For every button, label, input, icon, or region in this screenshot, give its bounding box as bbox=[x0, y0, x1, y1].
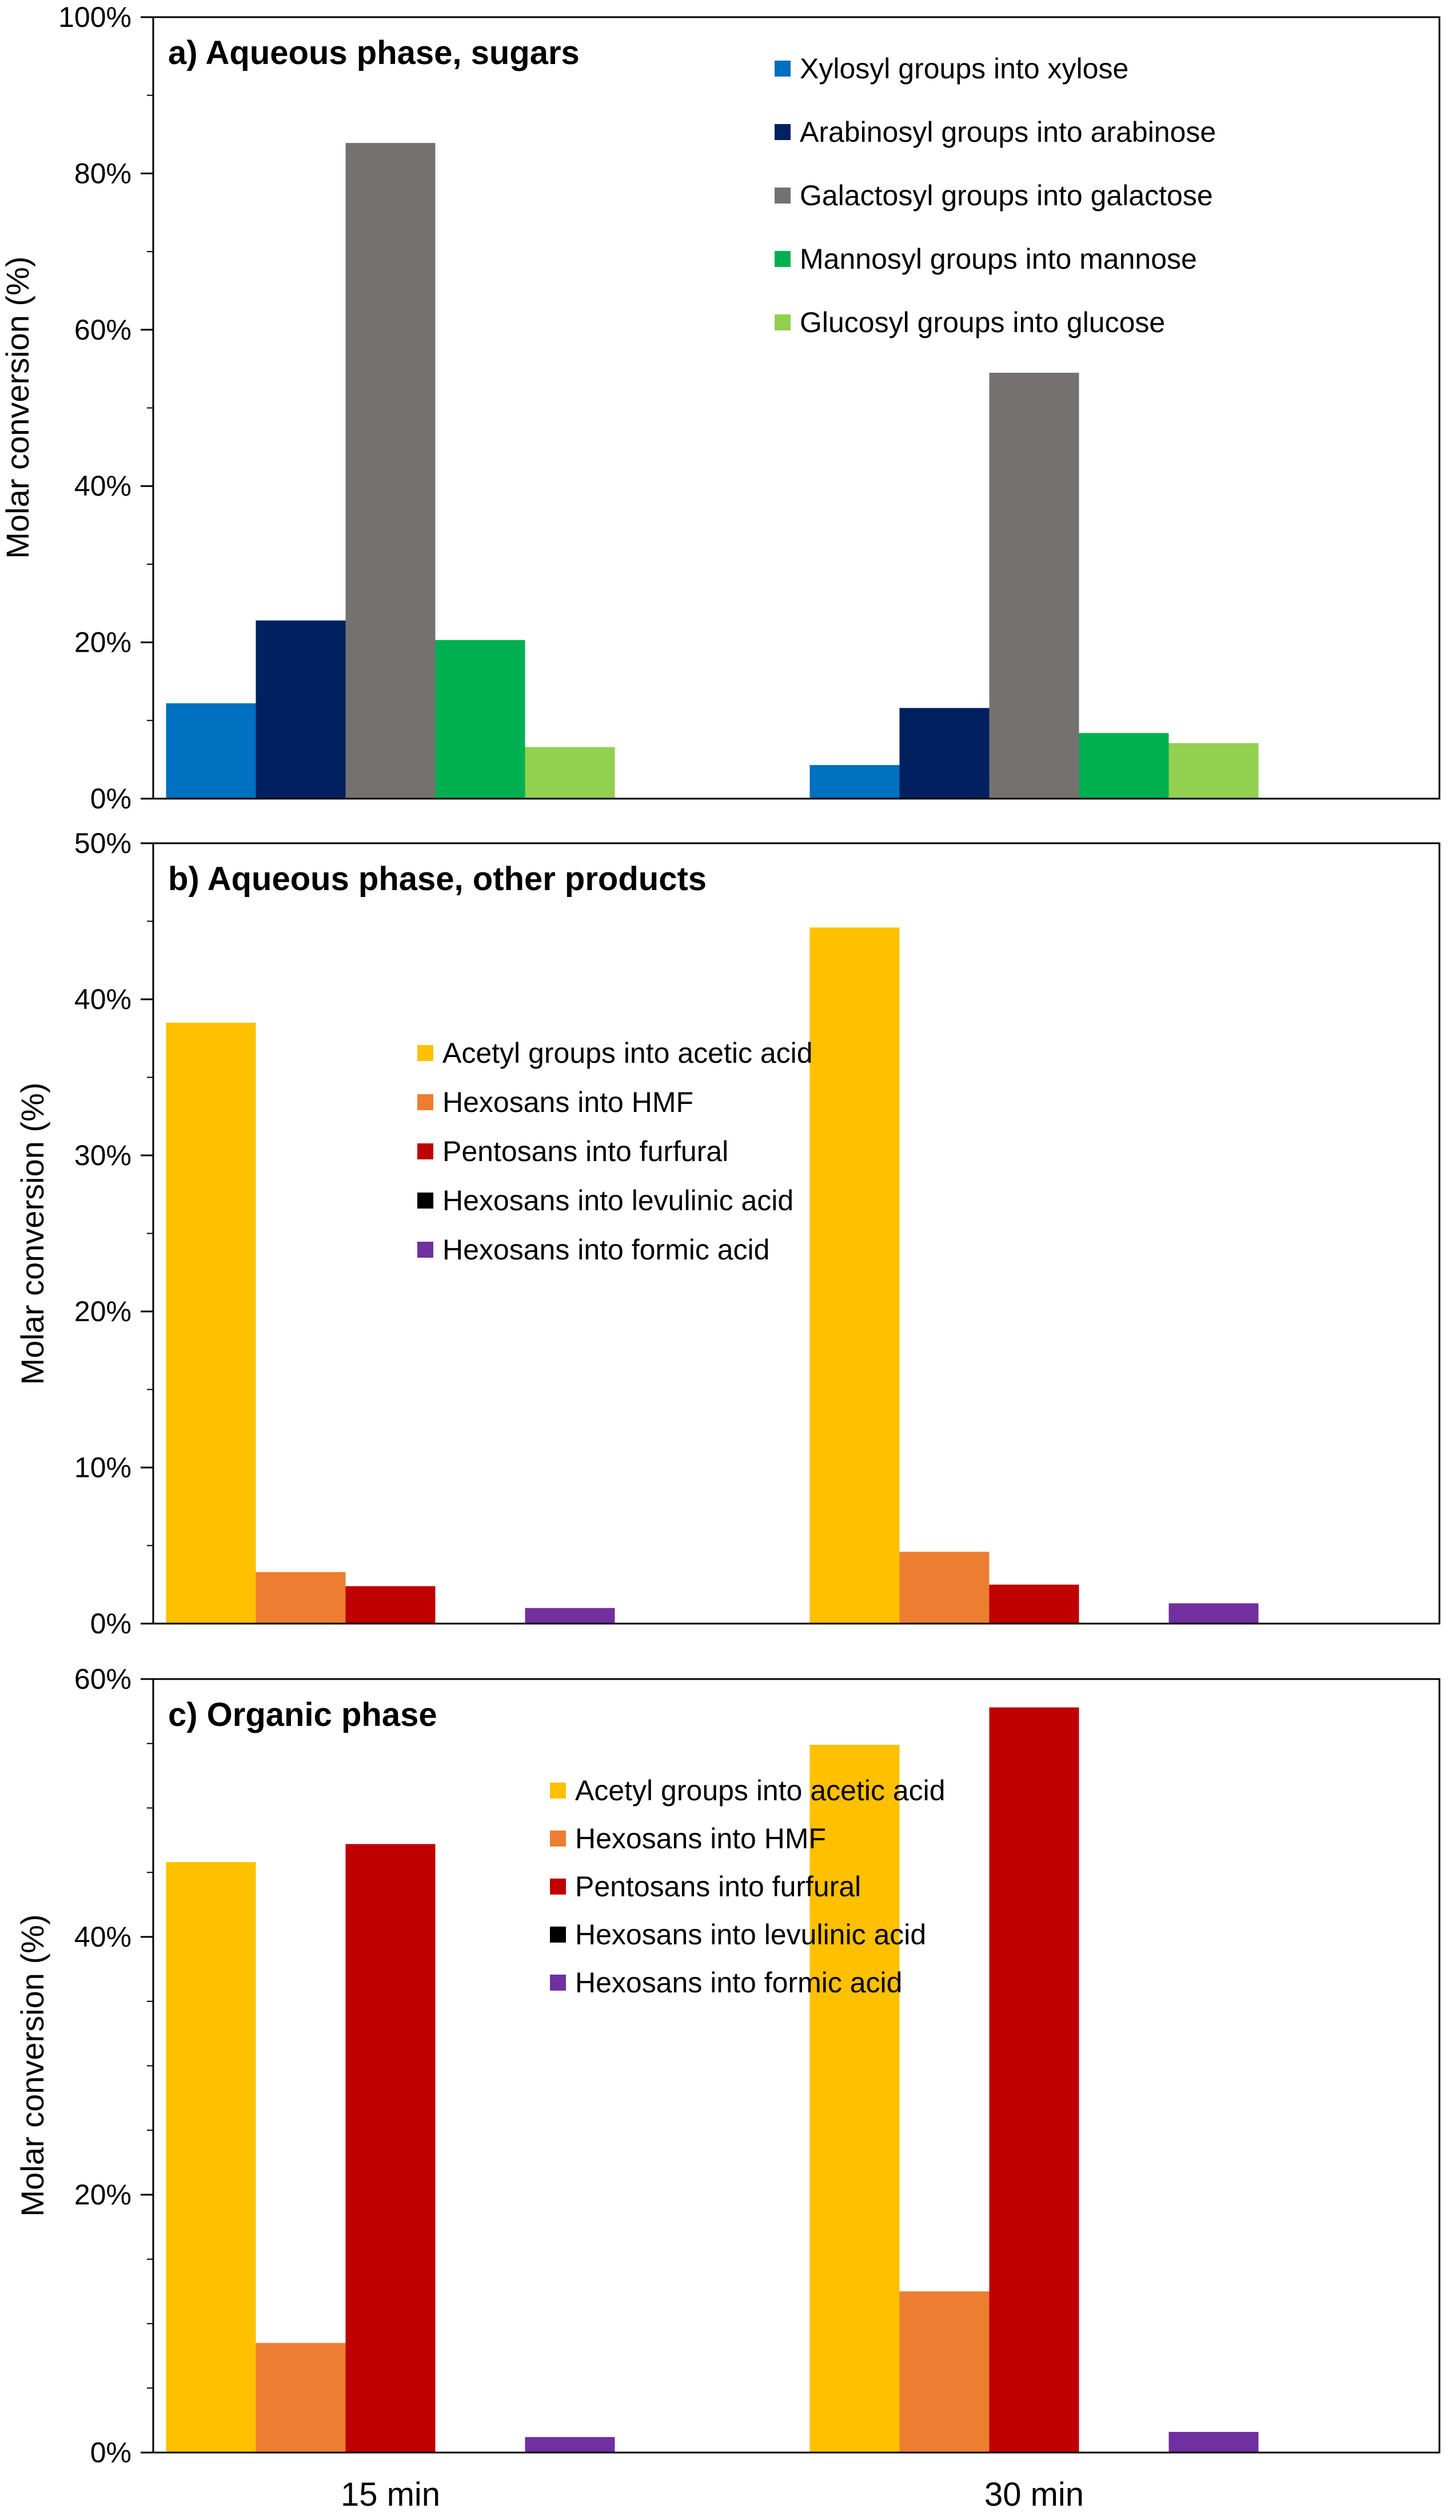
bar bbox=[809, 1745, 900, 2453]
bar bbox=[166, 1862, 256, 2453]
y-tick-label: 20% bbox=[74, 1295, 131, 1327]
y-tick-label: 0% bbox=[90, 2437, 131, 2469]
chart-panel-3: 0% 20% 40% 60% Molar conversion (%) c) Organi… bbox=[14, 1663, 1441, 2469]
bar bbox=[899, 708, 990, 799]
legend-swatch bbox=[550, 1783, 566, 1799]
y-axis-title: Molar conversion (%) bbox=[14, 1082, 50, 1385]
legend-swatch bbox=[775, 188, 791, 204]
y-tick-label: 0% bbox=[90, 1608, 131, 1640]
legend-swatch bbox=[775, 124, 791, 140]
panel-title: b) Aqueous phase, other products bbox=[168, 860, 707, 898]
y-tick-label: 50% bbox=[74, 827, 131, 859]
y-tick-label: 100% bbox=[58, 1, 131, 33]
legend-swatch bbox=[417, 1094, 433, 1110]
chart-panel-2: 0% 10% 20% 30% 40% 50% Molar conversion (%) b) … bbox=[14, 827, 1441, 1640]
legend-label: Pentosans into furfural bbox=[442, 1135, 728, 1167]
legend-swatch bbox=[417, 1193, 433, 1209]
x-category-label: 30 min bbox=[984, 2476, 1084, 2513]
y-axis-title: Molar conversion (%) bbox=[0, 256, 35, 559]
legend-swatch bbox=[550, 1879, 566, 1895]
legend-swatch bbox=[550, 1927, 566, 1943]
bar bbox=[256, 620, 346, 799]
bar bbox=[1168, 1603, 1259, 1624]
bar bbox=[989, 1707, 1079, 2453]
legend-label: Acetyl groups into acetic acid bbox=[442, 1037, 813, 1069]
legend-label: Hexosans into formic acid bbox=[575, 1967, 902, 1999]
legend-label: Arabinosyl groups into arabinose bbox=[800, 116, 1216, 148]
bar bbox=[809, 765, 900, 799]
y-tick-label: 80% bbox=[74, 157, 131, 189]
y-tick-label: 0% bbox=[90, 783, 131, 815]
bar bbox=[989, 1584, 1079, 1624]
bar bbox=[525, 747, 615, 799]
bar bbox=[166, 703, 256, 799]
panel-title: a) Aqueous phase, sugars bbox=[168, 34, 580, 71]
bar bbox=[345, 1844, 436, 2453]
bar bbox=[256, 1572, 346, 1624]
legend-swatch bbox=[775, 314, 791, 330]
panel-title: c) Organic phase bbox=[168, 1696, 437, 1733]
bar bbox=[989, 373, 1079, 799]
legend-swatch bbox=[550, 1831, 566, 1847]
legend-swatch bbox=[417, 1143, 433, 1159]
bar bbox=[256, 2343, 346, 2453]
bar bbox=[899, 2291, 990, 2453]
bar bbox=[525, 2437, 615, 2453]
bar bbox=[345, 1586, 436, 1624]
y-tick-label: 20% bbox=[74, 2179, 131, 2211]
legend-swatch bbox=[775, 251, 791, 267]
y-tick-label: 40% bbox=[74, 983, 131, 1015]
legend-label: Hexosans into HMF bbox=[575, 1823, 826, 1855]
bar bbox=[345, 143, 436, 799]
legend-label: Xylosyl groups into xylose bbox=[800, 53, 1128, 85]
chart-panel-1: 0% 20% 40% 60% 80% 100% Molar conversion (%) a)… bbox=[0, 1, 1441, 815]
bar bbox=[899, 1552, 990, 1624]
legend-swatch bbox=[550, 1975, 566, 1991]
legend-label: Hexosans into levulinic acid bbox=[442, 1185, 793, 1217]
bar bbox=[809, 927, 900, 1624]
bar bbox=[166, 1023, 256, 1624]
legend-label: Pentosans into furfural bbox=[575, 1871, 861, 1903]
bar bbox=[1168, 743, 1259, 799]
legend-label: Galactosyl groups into galactose bbox=[800, 180, 1213, 212]
y-tick-label: 60% bbox=[74, 314, 131, 346]
y-tick-label: 20% bbox=[74, 627, 131, 659]
y-axis-title: Molar conversion (%) bbox=[14, 1914, 50, 2216]
legend-label: Hexosans into levulinic acid bbox=[575, 1919, 926, 1951]
y-tick-label: 30% bbox=[74, 1139, 131, 1171]
legend-label: Hexosans into HMF bbox=[442, 1086, 693, 1118]
legend-label: Acetyl groups into acetic acid bbox=[575, 1775, 946, 1807]
bar bbox=[525, 1608, 615, 1624]
legend-label: Glucosyl groups into glucose bbox=[800, 306, 1165, 338]
x-category-label: 15 min bbox=[341, 2476, 440, 2513]
legend-swatch bbox=[417, 1242, 433, 1258]
bar bbox=[1168, 2431, 1259, 2453]
legend-swatch bbox=[417, 1045, 433, 1061]
legend-swatch bbox=[775, 61, 791, 77]
legend-label: Mannosyl groups into mannose bbox=[800, 243, 1197, 275]
y-tick-label: 40% bbox=[74, 470, 131, 502]
bar bbox=[435, 640, 525, 799]
y-tick-label: 10% bbox=[74, 1452, 131, 1484]
y-tick-label: 40% bbox=[74, 1921, 131, 1953]
legend-label: Hexosans into formic acid bbox=[442, 1234, 769, 1266]
y-tick-label: 60% bbox=[74, 1663, 131, 1695]
bar bbox=[1079, 733, 1169, 799]
plot-frame bbox=[152, 842, 1441, 1625]
